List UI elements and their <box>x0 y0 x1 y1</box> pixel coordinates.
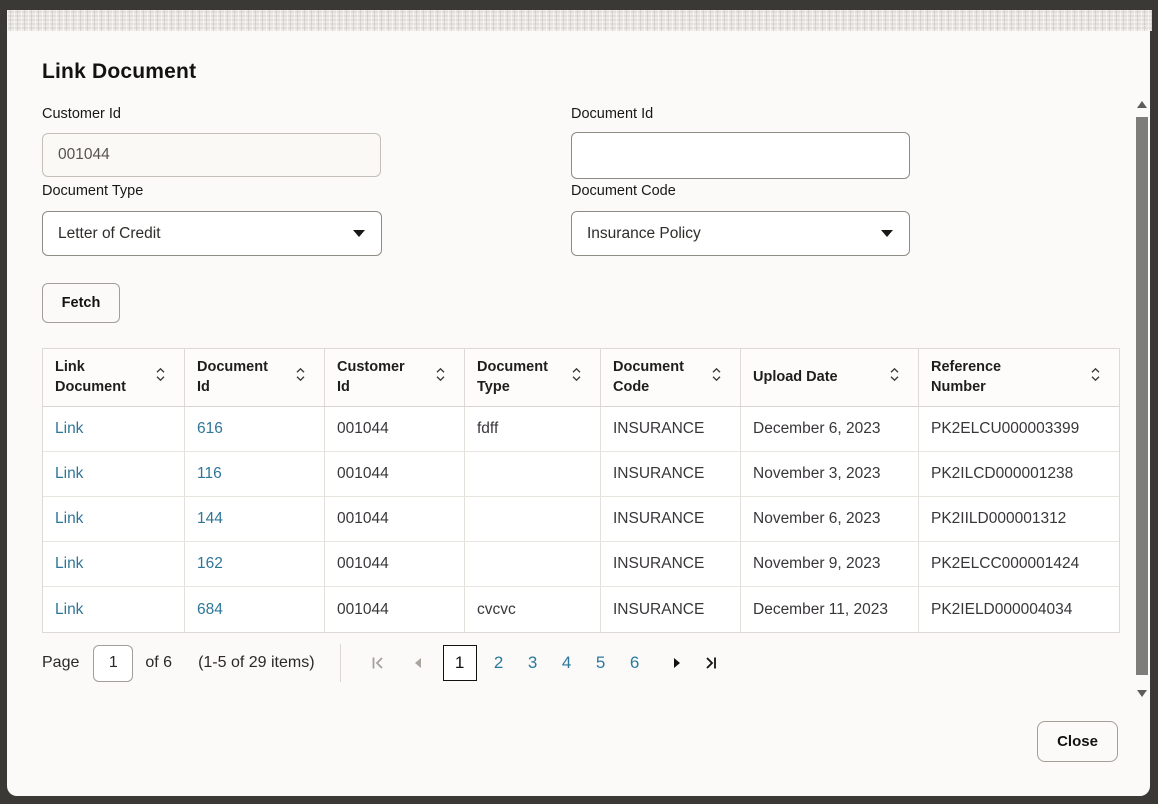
sort-icon[interactable] <box>435 366 446 390</box>
page-title: Link Document <box>42 60 197 83</box>
sort-icon[interactable] <box>295 366 306 390</box>
document-type-cell: fdff <box>465 407 601 451</box>
scrollbar-thumb[interactable] <box>1136 117 1148 675</box>
document-code-cell: INSURANCE <box>601 452 741 496</box>
page-button[interactable]: 4 <box>561 653 572 672</box>
page-button[interactable]: 3 <box>527 653 538 672</box>
document-id-cell[interactable]: 144 <box>185 497 325 541</box>
customer-id-cell: 001044 <box>325 587 465 632</box>
document-code-cell: INSURANCE <box>601 587 741 632</box>
column-header-document-id[interactable]: Document Id <box>185 349 325 406</box>
scroll-up-icon[interactable] <box>1137 101 1147 108</box>
table-row: Link 684 001044 cvcvc INSURANCE December… <box>43 587 1119 632</box>
scroll-down-icon[interactable] <box>1137 690 1147 697</box>
reference-number-cell: PK2IILD000001312 <box>931 510 1067 527</box>
last-page-icon[interactable] <box>698 650 724 676</box>
sort-icon[interactable] <box>889 366 900 390</box>
previous-page-icon[interactable] <box>405 650 431 676</box>
table-row: Link 616 001044 fdff INSURANCE December … <box>43 407 1119 452</box>
document-type-label: Document Type <box>42 183 144 199</box>
document-type-select[interactable]: Letter of Credit <box>42 211 382 256</box>
page-button[interactable]: 2 <box>493 653 504 672</box>
document-id-cell[interactable]: 162 <box>185 542 325 586</box>
document-id-cell[interactable]: 616 <box>185 407 325 451</box>
link-action[interactable]: Link <box>43 587 185 632</box>
document-id-cell[interactable]: 116 <box>185 452 325 496</box>
sort-icon[interactable] <box>571 366 582 390</box>
next-page-icon[interactable] <box>664 650 690 676</box>
page-total-label: of 6 <box>145 654 173 671</box>
sort-icon[interactable] <box>155 366 166 390</box>
upload-date-cell: November 9, 2023 <box>741 542 919 586</box>
vertical-scrollbar[interactable] <box>1135 97 1149 701</box>
document-type-cell: cvcvc <box>465 587 601 632</box>
link-action[interactable]: Link <box>43 452 185 496</box>
table-row: Link 116 001044 INSURANCE November 3, 20… <box>43 452 1119 497</box>
document-id-label: Document Id <box>571 106 654 122</box>
link-action[interactable]: Link <box>43 407 185 451</box>
chevron-down-icon <box>881 230 893 237</box>
reference-number-cell: PK2ELCU000003399 <box>931 420 1080 437</box>
column-header-document-type[interactable]: Document Type <box>465 349 601 406</box>
column-header-document-code[interactable]: Document Code <box>601 349 741 406</box>
customer-id-cell: 001044 <box>325 497 465 541</box>
document-code-select[interactable]: Insurance Policy <box>571 211 910 256</box>
document-type-cell <box>465 542 601 586</box>
upload-date-cell: December 11, 2023 <box>741 587 919 632</box>
table-header-row: Link Document Document Id Customer Id Do… <box>43 349 1119 407</box>
page-button[interactable]: 5 <box>595 653 606 672</box>
sort-icon[interactable] <box>711 366 722 390</box>
document-type-value: Letter of Credit <box>58 224 161 242</box>
document-code-label: Document Code <box>571 183 676 199</box>
document-id-cell[interactable]: 684 <box>185 587 325 632</box>
fetch-button[interactable]: Fetch <box>42 283 120 323</box>
items-count-label: (1-5 of 29 items) <box>198 654 315 671</box>
document-code-cell: INSURANCE <box>601 542 741 586</box>
upload-date-cell: December 6, 2023 <box>741 407 919 451</box>
column-header-customer-id[interactable]: Customer Id <box>325 349 465 406</box>
document-id-field[interactable] <box>571 132 910 179</box>
customer-id-label: Customer Id <box>42 106 121 122</box>
first-page-icon[interactable] <box>365 650 391 676</box>
page-button-current[interactable]: 1 <box>442 645 477 681</box>
page-number-input[interactable] <box>93 644 134 682</box>
link-action[interactable]: Link <box>43 497 185 541</box>
sort-icon[interactable] <box>1090 366 1101 390</box>
document-type-cell <box>465 497 601 541</box>
reference-number-cell: PK2IELD000004034 <box>931 600 1073 618</box>
page-label: Page <box>42 654 80 671</box>
column-header-upload-date[interactable]: Upload Date <box>741 349 919 406</box>
close-button[interactable]: Close <box>1037 721 1118 762</box>
document-type-cell <box>465 452 601 496</box>
upload-date-cell: November 6, 2023 <box>741 497 919 541</box>
customer-id-field[interactable] <box>42 133 381 177</box>
document-code-cell: INSURANCE <box>601 497 741 541</box>
background-page-strip <box>7 10 1152 31</box>
pagination-bar: Page of 6 (1-5 of 29 items) 1 2 3 4 5 6 <box>42 643 724 683</box>
reference-number-cell: PK2ELCC000001424 <box>931 555 1080 572</box>
customer-id-cell: 001044 <box>325 407 465 451</box>
pagination-divider <box>339 644 341 682</box>
documents-table: Link Document Document Id Customer Id Do… <box>42 348 1120 633</box>
customer-id-cell: 001044 <box>325 542 465 586</box>
column-header-link-document[interactable]: Link Document <box>43 349 185 406</box>
document-code-cell: INSURANCE <box>601 407 741 451</box>
page-button[interactable]: 6 <box>629 653 640 672</box>
table-row: Link 162 001044 INSURANCE November 9, 20… <box>43 542 1119 587</box>
column-header-reference-number[interactable]: Reference Number <box>919 349 1119 406</box>
reference-number-cell: PK2ILCD000001238 <box>931 465 1074 482</box>
document-code-value: Insurance Policy <box>587 224 701 242</box>
customer-id-cell: 001044 <box>325 452 465 496</box>
table-row: Link 144 001044 INSURANCE November 6, 20… <box>43 497 1119 542</box>
link-document-dialog: Link Document Customer Id Document Id Do… <box>7 31 1150 796</box>
upload-date-cell: November 3, 2023 <box>741 452 919 496</box>
chevron-down-icon <box>353 230 365 237</box>
link-action[interactable]: Link <box>43 542 185 586</box>
